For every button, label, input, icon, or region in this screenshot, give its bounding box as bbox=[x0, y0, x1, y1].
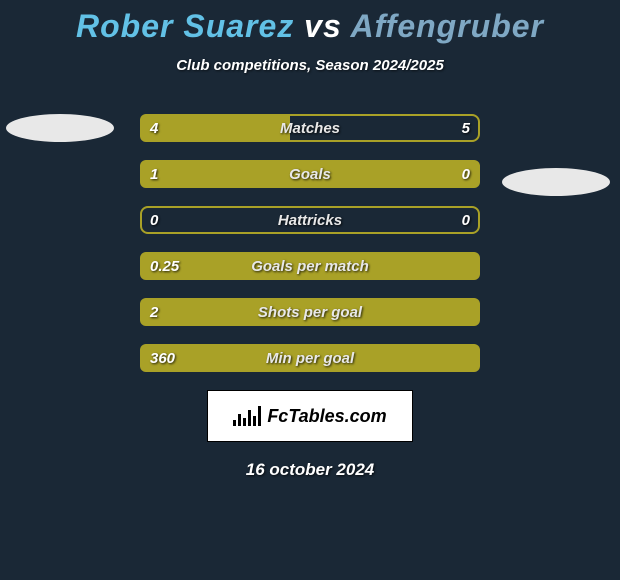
avatar-right bbox=[502, 168, 610, 196]
logo-text: FcTables.com bbox=[267, 406, 386, 427]
stat-value-right: 0 bbox=[462, 160, 470, 188]
stat-row: 0.25 Goals per match bbox=[140, 252, 480, 280]
stat-label: Shots per goal bbox=[140, 298, 480, 326]
page-title: Rober Suarez vs Affengruber bbox=[0, 0, 620, 45]
stat-row: 0 Hattricks 0 bbox=[140, 206, 480, 234]
stat-label: Min per goal bbox=[140, 344, 480, 372]
player1-name: Rober Suarez bbox=[76, 8, 294, 44]
logo-box: FcTables.com bbox=[207, 390, 413, 442]
avatar-left bbox=[6, 114, 114, 142]
comparison-infographic: Rober Suarez vs Affengruber Club competi… bbox=[0, 0, 620, 480]
stat-value-right: 5 bbox=[462, 114, 470, 142]
stat-row: 360 Min per goal bbox=[140, 344, 480, 372]
stat-row: 4 Matches 5 bbox=[140, 114, 480, 142]
title-vs: vs bbox=[304, 8, 342, 44]
stat-row: 2 Shots per goal bbox=[140, 298, 480, 326]
stat-label: Hattricks bbox=[140, 206, 480, 234]
stat-value-right: 0 bbox=[462, 206, 470, 234]
date-text: 16 october 2024 bbox=[0, 460, 620, 480]
player2-name: Affengruber bbox=[350, 8, 544, 44]
stat-label: Goals bbox=[140, 160, 480, 188]
stat-label: Goals per match bbox=[140, 252, 480, 280]
stat-rows: 4 Matches 5 1 Goals 0 0 Hattricks 0 0.25… bbox=[0, 114, 620, 372]
subtitle: Club competitions, Season 2024/2025 bbox=[0, 57, 620, 74]
logo-bars-icon bbox=[233, 406, 261, 426]
stat-row: 1 Goals 0 bbox=[140, 160, 480, 188]
stat-label: Matches bbox=[140, 114, 480, 142]
